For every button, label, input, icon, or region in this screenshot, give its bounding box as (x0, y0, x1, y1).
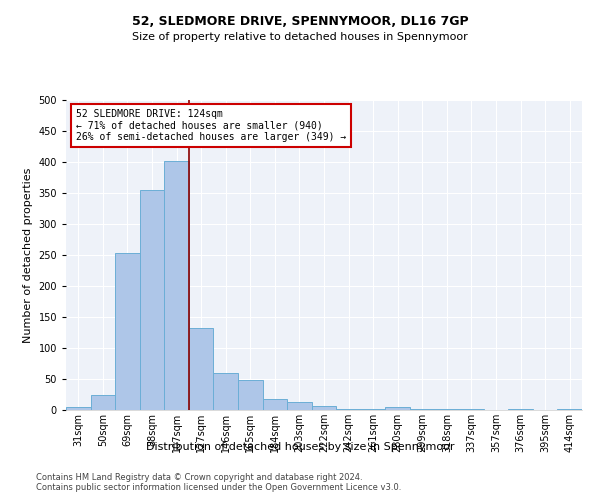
Bar (287, 402, 312, 410)
Bar (557, 409, 582, 410)
Bar (189, 328, 214, 410)
Bar (312, 406, 336, 410)
Text: Contains HM Land Registry data © Crown copyright and database right 2024.: Contains HM Land Registry data © Crown c… (36, 472, 362, 482)
Bar (115, 253, 140, 410)
Y-axis label: Number of detached properties: Number of detached properties (23, 168, 33, 342)
Text: 52 SLEDMORE DRIVE: 124sqm
← 71% of detached houses are smaller (940)
26% of semi: 52 SLEDMORE DRIVE: 124sqm ← 71% of detac… (76, 110, 347, 142)
Text: Distribution of detached houses by size in Spennymoor: Distribution of detached houses by size … (146, 442, 454, 452)
Bar (238, 380, 263, 410)
Bar (140, 190, 164, 410)
Text: Size of property relative to detached houses in Spennymoor: Size of property relative to detached ho… (132, 32, 468, 42)
Bar (164, 162, 189, 410)
Bar (336, 409, 361, 410)
Bar (91, 394, 115, 410)
Bar (385, 407, 410, 410)
Bar (263, 400, 287, 410)
Text: 52, SLEDMORE DRIVE, SPENNYMOOR, DL16 7GP: 52, SLEDMORE DRIVE, SPENNYMOOR, DL16 7GP (131, 15, 469, 28)
Bar (66, 407, 91, 410)
Bar (214, 373, 238, 410)
Text: Contains public sector information licensed under the Open Government Licence v3: Contains public sector information licen… (36, 484, 401, 492)
